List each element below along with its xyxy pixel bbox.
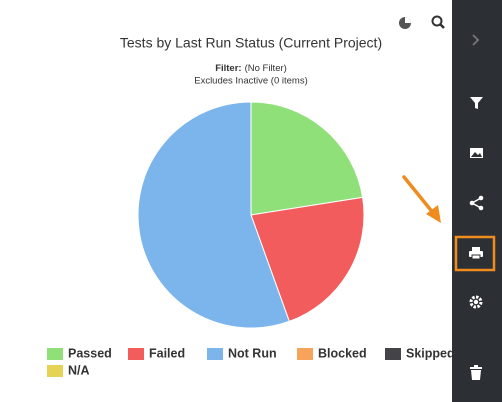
legend-label: Blocked	[318, 346, 367, 360]
pie-slice	[137, 101, 290, 329]
sidebar	[452, 0, 502, 402]
filter-line: Filter: (No Filter)	[215, 63, 287, 74]
chart-subtitle: Excludes Inactive (0 items)	[194, 76, 308, 87]
filter-value: (No Filter)	[245, 63, 287, 74]
legend-label: Failed	[149, 346, 185, 360]
legend-swatch	[207, 348, 223, 360]
zoom-button[interactable]	[431, 15, 445, 29]
print-highlight	[454, 235, 496, 272]
settings-button[interactable]	[469, 295, 483, 309]
print-button[interactable]	[469, 247, 483, 260]
legend-swatch	[385, 348, 401, 360]
share-button[interactable]	[469, 195, 484, 211]
legend-swatch	[128, 348, 144, 360]
chart-type-button[interactable]	[399, 17, 411, 29]
legend-label: Skipped	[406, 346, 455, 360]
legend-label: Not Run	[228, 346, 277, 360]
legend-label: N/A	[68, 363, 90, 377]
expand-button[interactable]	[472, 34, 480, 46]
legend-label: Passed	[68, 346, 112, 360]
filter-label: Filter:	[215, 63, 241, 74]
legend-swatch	[47, 348, 63, 360]
pie-slice	[250, 101, 364, 216]
image-button[interactable]	[470, 148, 483, 158]
chart	[137, 101, 365, 329]
legend-swatch	[47, 365, 63, 377]
annotation-arrow	[402, 175, 441, 223]
legend: Passed Failed Not Run Blocked Skipped N/A	[47, 346, 455, 377]
chart-title: Tests by Last Run Status (Current Projec…	[120, 35, 382, 51]
legend-swatch	[297, 348, 313, 360]
delete-button[interactable]	[470, 365, 482, 380]
pie-slice	[250, 196, 365, 322]
filter-button[interactable]	[470, 97, 483, 109]
